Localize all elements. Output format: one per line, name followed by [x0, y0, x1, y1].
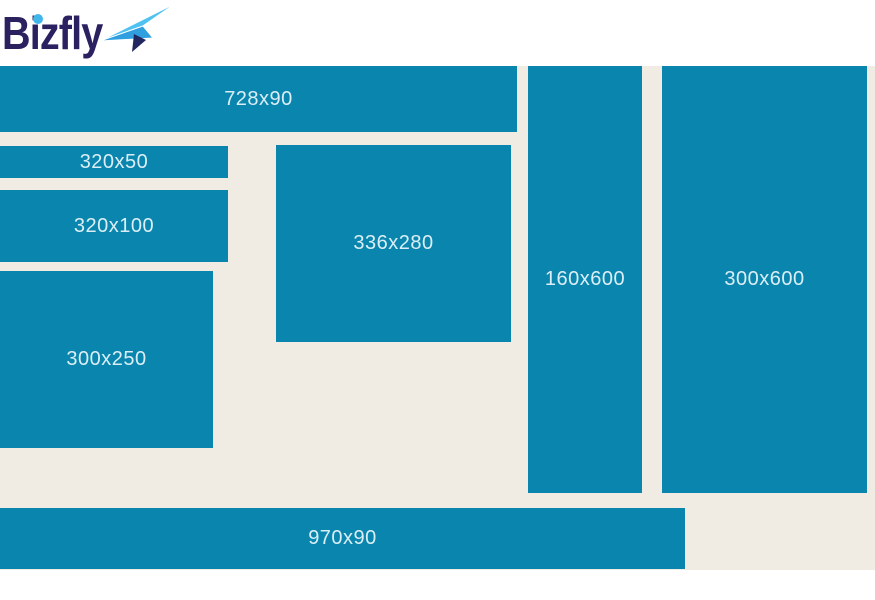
ad-banner-label: 300x250: [66, 348, 147, 370]
ad-banner-label: 320x50: [79, 150, 149, 173]
ad-banner-160x600: 160x600: [528, 66, 642, 493]
ad-banner-label: 300x600: [724, 268, 805, 290]
bizfly-logo: Bizfly: [2, 0, 192, 66]
ad-banner-320x50: 320x50: [0, 146, 228, 178]
paper-plane-icon: [99, 2, 177, 52]
ad-banner-label: 970x90: [308, 527, 377, 549]
logo-wordmark: Bizfly: [2, 7, 103, 59]
ad-banner-728x90: 728x90: [0, 66, 517, 132]
ad-banner-970x90: 970x90: [0, 508, 685, 569]
ad-banner-label: 160x600: [544, 268, 626, 290]
ad-banner-label: 320x100: [73, 214, 155, 237]
ad-banner-300x250: 300x250: [0, 271, 213, 448]
logo-i-dot: [33, 14, 43, 24]
ad-banner-label: 336x280: [353, 232, 434, 254]
ad-banner-336x280: 336x280: [276, 145, 511, 342]
ad-banner-label: 728x90: [224, 87, 293, 110]
ad-banner-320x100: 320x100: [0, 190, 228, 262]
ad-banner-300x600: 300x600: [662, 66, 867, 493]
